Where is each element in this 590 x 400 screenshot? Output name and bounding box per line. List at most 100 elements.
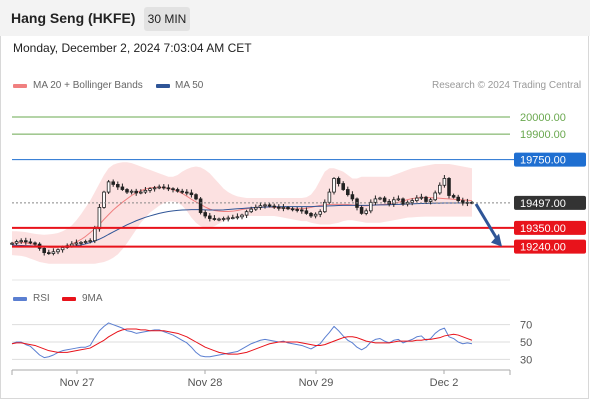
candle-body — [19, 240, 23, 243]
candle-body — [143, 189, 148, 193]
candle-body — [189, 192, 194, 196]
candle-body — [428, 199, 433, 202]
candle-body — [286, 207, 290, 210]
candle-body — [456, 196, 460, 202]
candle-body — [244, 211, 249, 216]
candle-body — [332, 178, 336, 193]
candle-body — [396, 198, 401, 201]
level-label-19240.00: 19240.00 — [520, 242, 566, 254]
candle-body — [60, 247, 65, 251]
candle-body — [10, 242, 14, 245]
rsi-line — [11, 322, 473, 359]
candle-body — [254, 207, 258, 210]
candle-body — [290, 208, 295, 211]
candle-body — [152, 187, 157, 190]
projection-arrow-head — [491, 233, 502, 247]
candle-body — [106, 181, 111, 193]
candle-body — [392, 199, 396, 205]
candle-body — [359, 207, 364, 214]
candle-body — [42, 247, 46, 254]
candle-body — [83, 241, 88, 243]
candle-body — [93, 228, 97, 242]
rsi-ma-line — [11, 328, 473, 355]
candle-body — [451, 195, 456, 198]
candle-body — [120, 186, 125, 190]
candle-body — [410, 200, 414, 203]
candle-body — [327, 191, 332, 203]
x-tick-label: Nov 28 — [188, 377, 223, 389]
candle-body — [313, 213, 318, 217]
level-label-20000.00: 20000.00 — [520, 112, 566, 124]
rsi-tick-label: 30 — [520, 354, 532, 366]
candle-body — [175, 189, 180, 192]
candle-body — [70, 243, 74, 247]
candle-body — [300, 209, 304, 212]
candle-body — [364, 210, 368, 214]
level-label-19900.00: 19900.00 — [520, 129, 566, 141]
candle-body — [240, 214, 244, 218]
candle-body — [231, 217, 235, 220]
rsi-tick-label: 70 — [520, 320, 532, 332]
legend-label-rsi: RSI — [33, 293, 50, 304]
candle-body — [263, 204, 267, 207]
level-tag-19350.00 — [514, 220, 586, 235]
candle-body — [162, 186, 166, 189]
candle-body — [148, 188, 152, 191]
candle-body — [350, 194, 355, 200]
candle-body — [88, 240, 92, 243]
ma50-line — [11, 202, 472, 248]
level-label-19350.00: 19350.00 — [520, 223, 566, 235]
candle-body — [424, 196, 428, 202]
candle-body — [336, 178, 341, 184]
candle-body — [185, 191, 189, 194]
candle-body — [304, 210, 309, 214]
candle-body — [461, 200, 465, 204]
timeframe-button[interactable]: 30 MIN — [144, 7, 190, 31]
candle-body — [171, 188, 175, 191]
candle-body — [74, 242, 79, 245]
candle-body — [125, 189, 129, 193]
candle-body — [433, 192, 437, 201]
candle-body — [111, 181, 115, 185]
candle-body — [47, 252, 51, 255]
candle-body — [341, 183, 345, 190]
candle-body — [295, 209, 299, 211]
candle-body — [373, 198, 378, 203]
candle-body — [447, 178, 451, 196]
candle-body — [438, 184, 442, 194]
legend-label-ma50: MA 50 — [175, 80, 204, 91]
candle-body — [180, 190, 184, 193]
candle-body — [318, 211, 322, 215]
projection-arrow — [474, 203, 500, 242]
candle-body — [217, 218, 221, 221]
candle-body — [378, 197, 382, 200]
candle-body — [51, 251, 56, 254]
candle-body — [79, 241, 83, 244]
candle-body — [258, 205, 263, 208]
candle-body — [194, 194, 198, 200]
legend-swatch-rsi — [13, 297, 27, 301]
candle-body — [277, 206, 281, 209]
candle-body — [203, 212, 207, 217]
candle-body — [221, 218, 226, 220]
chart-frame — [0, 36, 589, 399]
candle-body — [369, 201, 373, 212]
candle-body — [116, 184, 120, 188]
candle-body — [102, 191, 106, 208]
candle-body — [419, 196, 424, 199]
candle-body — [323, 201, 327, 213]
candle-body — [24, 240, 28, 243]
level-tag-19750.00 — [514, 152, 586, 167]
legend-label-bollinger: MA 20 + Bollinger Bands — [33, 80, 143, 91]
legend-swatch-bollinger — [13, 84, 27, 88]
title-bar: Hang Seng (HKFE) 30 MIN — [0, 0, 590, 36]
candle-body — [281, 207, 286, 209]
candle-body — [415, 197, 419, 202]
candle-body — [346, 189, 350, 196]
candle-body — [28, 241, 33, 244]
candle-body — [97, 207, 102, 230]
timestamp: Monday, December 2, 2024 7:03:04 AM CET — [13, 41, 252, 55]
candle-body — [139, 191, 143, 194]
candle-body — [401, 198, 405, 205]
